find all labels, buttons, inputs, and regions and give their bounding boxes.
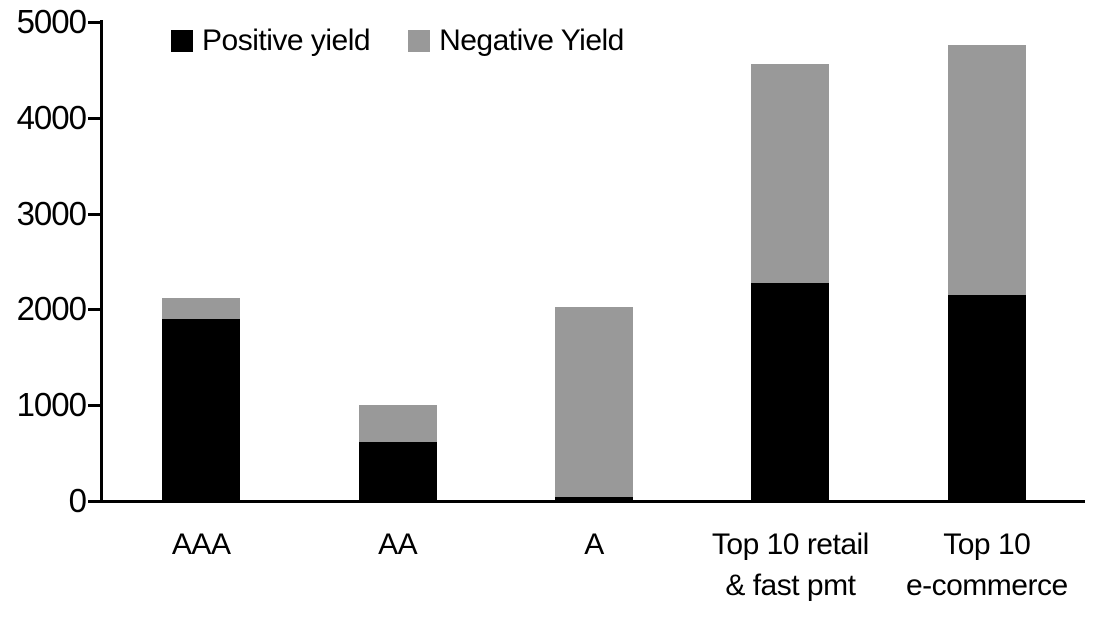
- x-category-label-aaa: AAA: [171, 528, 231, 561]
- bar-segment-aaa-positive-yield: [162, 318, 241, 501]
- legend-swatch-negative-yield-icon: [408, 30, 431, 52]
- y-axis-tick-label: 3000: [16, 194, 87, 232]
- legend-label-negative-yield: Negative Yield: [439, 24, 624, 57]
- y-axis-tick-label: 0: [68, 482, 87, 519]
- legend-label-positive-yield: Positive yield: [202, 24, 371, 57]
- bar-segment-top-10-retail-fast-pmt-positive-yield: [751, 282, 830, 501]
- bar-segment-top-10-e-commerce-negative-yield: [947, 44, 1026, 296]
- y-axis-tick-label: 1000: [16, 386, 87, 424]
- y-axis-tick: [88, 116, 100, 120]
- bar-segment-a-positive-yield: [555, 497, 633, 501]
- chart-legend: Positive yield Negative Yield: [171, 24, 624, 58]
- y-axis-tick-label: 2000: [16, 290, 87, 328]
- y-axis-tick: [88, 404, 100, 408]
- y-axis-tick: [88, 212, 100, 216]
- y-axis-line: [100, 20, 103, 503]
- bar-segment-aaa-negative-yield: [162, 297, 241, 319]
- y-axis-tick-label: 5000: [16, 3, 87, 40]
- x-category-label-top-10-retail-fast-pmt: Top 10 retail & fast pmt: [711, 528, 869, 602]
- legend-item-negative-yield: Negative Yield: [408, 24, 624, 58]
- bar-segment-a-negative-yield: [555, 306, 633, 498]
- y-axis-tick: [88, 308, 100, 312]
- legend-item-positive-yield: Positive yield: [171, 24, 371, 58]
- bar-segment-aa-negative-yield: [358, 405, 437, 442]
- bar-segment-top-10-retail-fast-pmt-negative-yield: [751, 64, 830, 283]
- y-axis-tick-label: 4000: [16, 98, 87, 136]
- bar-segment-aa-positive-yield: [358, 441, 437, 501]
- x-category-label-a: A: [584, 528, 604, 561]
- y-axis-tick: [88, 21, 100, 24]
- x-category-label-aa: AA: [378, 528, 418, 561]
- legend-swatch-positive-yield-icon: [171, 30, 193, 52]
- x-category-label-top-10-e-commerce: Top 10 e-commerce: [905, 528, 1068, 602]
- bar-segment-top-10-e-commerce-positive-yield: [947, 295, 1026, 501]
- x-axis-line: [100, 500, 1085, 503]
- y-axis-tick: [88, 500, 100, 503]
